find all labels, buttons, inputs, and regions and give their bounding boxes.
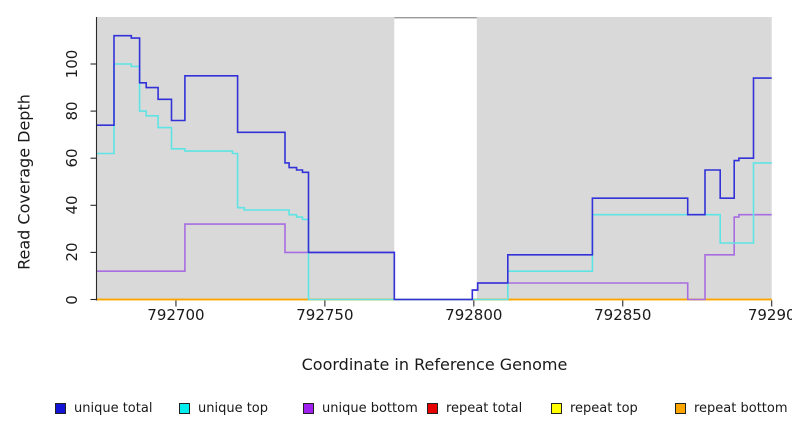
plot-background-band: [97, 17, 395, 301]
coverage-step-line-unique-total: [97, 34, 772, 301]
gap-top-edge: [394, 17, 477, 19]
y-tick-label: 60: [63, 148, 81, 168]
legend-swatch-repeat-top: [551, 402, 562, 414]
x-tick-label: 792850: [594, 306, 652, 324]
plot-background-band: [476, 17, 772, 301]
coverage-step-line-unique-top: [97, 63, 772, 301]
x-tick-label: 792750: [296, 306, 354, 324]
legend-item-repeat-total: repeat total: [427, 400, 523, 416]
legend-item-unique-bottom: unique bottom: [303, 400, 418, 416]
legend-swatch-unique-top: [179, 402, 190, 414]
x-tick-label: 79290: [747, 306, 792, 324]
x-axis-title: Coordinate in Reference Genome: [301, 355, 568, 374]
x-tick-label: 792800: [445, 306, 503, 324]
y-tick-label: 40: [63, 195, 81, 215]
legend-swatch-unique-bottom: [303, 402, 314, 414]
legend-item-unique-total: unique total: [55, 400, 153, 416]
legend-swatch-unique-total: [55, 402, 66, 414]
x-tick-label: 792700: [147, 306, 205, 324]
y-tick-label: 0: [63, 294, 81, 305]
legend-item-repeat-bottom: repeat bottom: [675, 400, 788, 416]
legend-label: repeat bottom: [694, 400, 788, 416]
legend-label: unique top: [198, 400, 269, 416]
legend-label: unique bottom: [322, 400, 418, 416]
legend-label: unique total: [74, 400, 153, 416]
y-axis-title: Read Coverage Depth: [14, 94, 34, 270]
y-tick-label: 100: [63, 49, 81, 79]
legend-item-repeat-top: repeat top: [551, 400, 638, 416]
legend-label: repeat top: [570, 400, 638, 416]
legend-item-unique-top: unique top: [179, 400, 269, 416]
legend: unique total unique top unique bottom repea…: [0, 401, 792, 417]
legend-label: repeat total: [446, 400, 523, 416]
legend-swatch-repeat-total: [427, 402, 438, 414]
y-tick-label: 80: [63, 101, 81, 121]
legend-swatch-repeat-bottom: [675, 402, 686, 414]
y-tick-label: 20: [63, 242, 81, 262]
